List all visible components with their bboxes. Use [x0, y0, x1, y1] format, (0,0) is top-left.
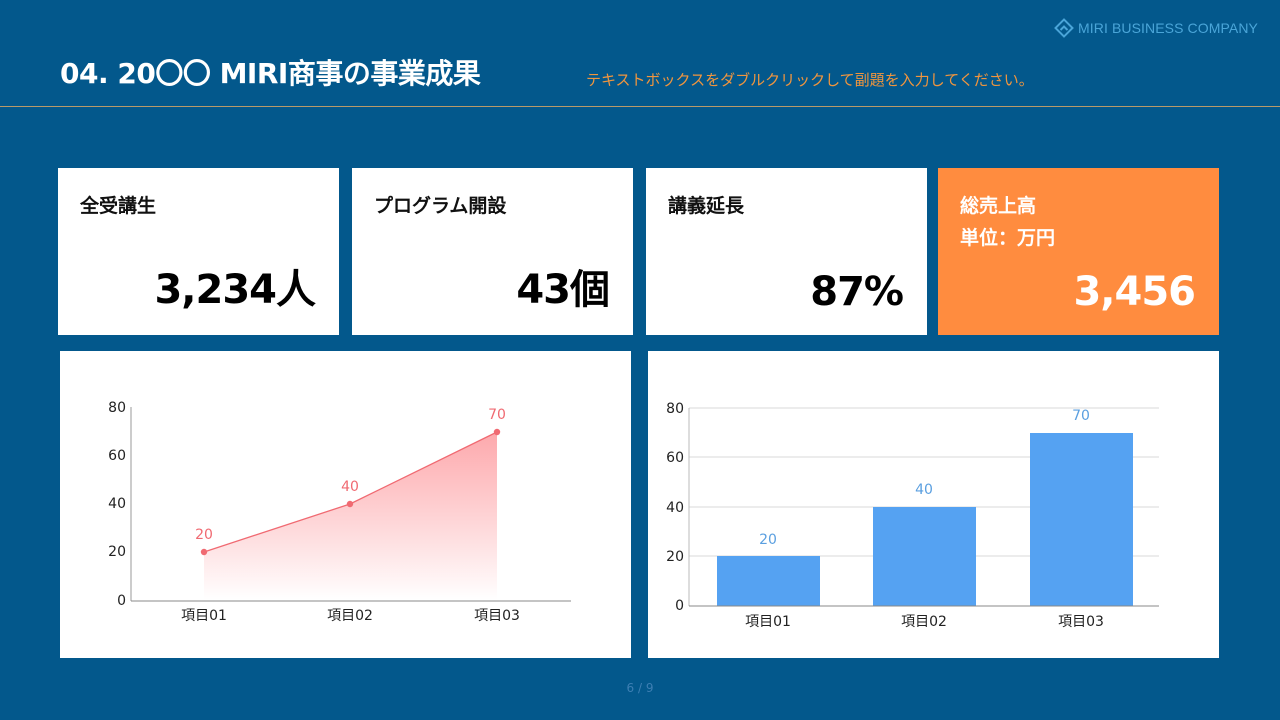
y-tick: 20: [666, 549, 684, 565]
kpi-label: 総売上高: [960, 195, 1037, 217]
brand-name: MIRI BUSINESS COMPANY: [1078, 20, 1258, 36]
x-tick: 項目02: [901, 614, 947, 630]
kpi-card-students: 全受講生 3,234人: [58, 168, 339, 335]
data-point[interactable]: [346, 500, 354, 508]
y-tick: 80: [108, 400, 126, 416]
kpi-value: 3,456: [1073, 269, 1196, 315]
kpi-unit-label: 単位：万円: [960, 227, 1056, 249]
data-label: 70: [488, 407, 506, 423]
bar-item03[interactable]: [1030, 433, 1133, 606]
bar-chart: 80 60 40 20 0 20 40 70 項目01 項目02 項目03: [666, 401, 1159, 630]
data-label: 20: [759, 532, 777, 548]
y-tick: 40: [666, 500, 684, 516]
kpi-label: 全受講生: [80, 195, 157, 217]
kpi-label: 講義延長: [668, 195, 745, 217]
brand-logo: MIRI BUSINESS COMPANY: [1054, 18, 1258, 38]
data-point[interactable]: [200, 548, 208, 556]
x-tick: 項目02: [327, 608, 373, 624]
y-tick: 0: [117, 593, 126, 609]
header-divider: [0, 106, 1280, 107]
bar-item02[interactable]: [873, 507, 976, 606]
y-tick: 60: [666, 450, 684, 466]
kpi-card-sales: 総売上高 単位：万円 3,456: [938, 168, 1219, 335]
x-tick: 項目03: [1058, 614, 1104, 630]
kpi-value: 43個: [516, 267, 610, 313]
y-tick: 20: [108, 544, 126, 560]
data-label: 40: [341, 479, 359, 495]
area-fill: [204, 432, 497, 600]
x-tick: 項目01: [745, 614, 791, 630]
data-label: 20: [195, 527, 213, 543]
data-label: 40: [915, 482, 933, 498]
kpi-card-programs: プログラム開設 43個: [352, 168, 633, 335]
page-number: 6 / 9: [626, 681, 654, 695]
kpi-card-extension: 講義延長 87%: [646, 168, 927, 335]
page-title: 04. 20〇〇 MIRI商事の事業成果: [60, 57, 481, 90]
bar-item01[interactable]: [717, 556, 820, 606]
y-tick: 80: [666, 401, 684, 417]
bar-chart-card: 80 60 40 20 0 20 40 70 項目01 項目02 項目03: [648, 351, 1219, 658]
diamond-logo-icon: [1054, 18, 1074, 38]
area-chart-card: 80 60 40 20 0 20 40 70 項目01 項目02 項目03: [60, 351, 631, 658]
y-tick: 60: [108, 448, 126, 464]
page-subtitle[interactable]: テキストボックスをダブルクリックして副題を入力してください。: [586, 71, 1034, 89]
kpi-value: 87%: [810, 269, 904, 315]
y-tick: 0: [675, 598, 684, 614]
kpi-label: プログラム開設: [374, 195, 507, 217]
data-label: 70: [1072, 408, 1090, 424]
x-tick: 項目01: [181, 608, 227, 624]
y-tick: 40: [108, 496, 126, 512]
x-tick: 項目03: [474, 608, 520, 624]
kpi-value: 3,234人: [154, 267, 316, 313]
data-point[interactable]: [493, 428, 501, 436]
area-chart: 80 60 40 20 0 20 40 70 項目01 項目02 項目03: [108, 400, 571, 624]
